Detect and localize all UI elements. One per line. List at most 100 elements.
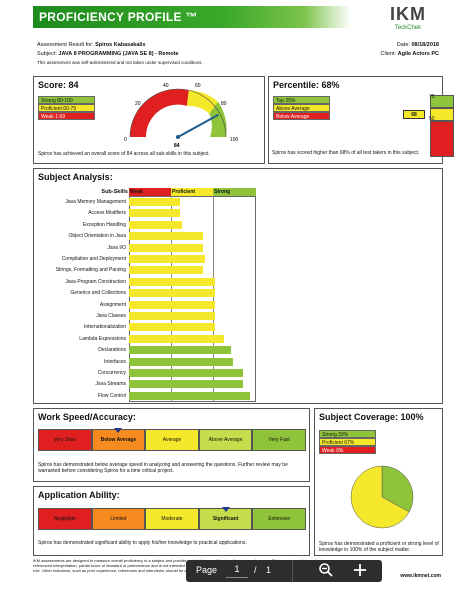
gauge-tick-20: 20 xyxy=(135,101,141,107)
result-for-row: Assessment Result for: Spiros Kabasakali… xyxy=(37,42,146,48)
skill-label: Access Modifiers xyxy=(88,210,126,217)
skill-bar xyxy=(129,369,244,377)
logo-main-text: IKM xyxy=(390,4,426,24)
sub-skills-header: Sub-Skills xyxy=(101,189,128,195)
title-banner: PROFICIENCY PROFILE ™ xyxy=(33,6,351,28)
date-row: Date: 08/18/2018 xyxy=(397,42,439,48)
scale-level: Extensive xyxy=(252,508,306,530)
band-proficient-header: Proficient xyxy=(171,188,213,196)
skill-bar xyxy=(129,312,216,320)
subject-analysis-title: Subject Analysis: xyxy=(38,172,113,182)
logo-sub-text: TeckChek xyxy=(394,25,422,31)
skill-label: Internationalization xyxy=(84,324,126,331)
band-strong-header: Strong xyxy=(213,188,256,196)
skill-bar xyxy=(129,323,216,332)
gauge-weak-arc xyxy=(130,89,189,137)
skill-label: Lambda Expressions xyxy=(79,335,126,342)
zoom-out-button[interactable] xyxy=(318,562,336,580)
percentile-section: Percentile: 68% Top 25% Above Average Be… xyxy=(268,76,454,164)
page-number-input[interactable]: 1 xyxy=(226,564,248,578)
pdf-viewer-toolbar: Page 1 / 1 xyxy=(186,560,382,582)
subject-value: JAVA 8 PROGRAMMING (JAVA SE 8) - Remote xyxy=(58,51,179,57)
percentile-mark-75: 75 xyxy=(429,94,435,100)
client-row: Client: Agile Actors PC xyxy=(381,51,440,57)
assessment-info: Assessment Result for: Spiros Kabasakali… xyxy=(33,40,443,72)
gauge-tick-0: 0 xyxy=(124,137,127,143)
coverage-pie-chart xyxy=(350,465,414,529)
page-label: Page xyxy=(196,565,218,575)
skill-label: Java Classes xyxy=(96,313,126,319)
gauge-hub xyxy=(176,135,180,139)
footer-disclaimer-3: role. Other indicators, such as prior ex… xyxy=(33,568,287,573)
gauge-tick-80: 80 xyxy=(221,101,227,107)
gauge-tick-60: 60 xyxy=(195,83,201,89)
percentile-legend: Top 25% Above Average Below Average xyxy=(273,96,330,120)
work-speed-title: Work Speed/Accuracy: xyxy=(38,412,136,422)
percentile-low-band xyxy=(430,121,454,157)
percentile-top-band xyxy=(430,95,454,108)
candidate-name: Spiros Kabasakalis xyxy=(95,42,146,48)
application-title: Application Ability: xyxy=(38,490,120,500)
skill-label: Generics and Collections xyxy=(70,290,126,297)
percentile-title: Percentile: 68% xyxy=(273,80,340,90)
score-title: Score: 84 xyxy=(38,80,79,90)
scale-level: Limited xyxy=(91,508,146,530)
report-title: PROFICIENCY PROFILE ™ xyxy=(39,10,198,24)
date-label: Date: xyxy=(396,42,410,48)
legend-coverage-weak: Weak 0% xyxy=(319,446,376,454)
skill-label: Interfaces xyxy=(104,358,126,365)
gauge-strong-arc xyxy=(209,101,227,137)
skill-bar xyxy=(129,346,231,355)
legend-proficient: Proficient 60-79 xyxy=(38,104,95,112)
skill-bar xyxy=(129,243,203,252)
scale-level: Moderate xyxy=(145,508,199,530)
footer-website: www.ikmnet.com xyxy=(400,573,441,579)
client-label: Client: xyxy=(380,51,397,57)
score-legend: Strong 80-100 Proficient 60-79 Weak 1-59 xyxy=(38,96,95,120)
skill-bar xyxy=(129,277,216,286)
gauge-value: 84 xyxy=(174,143,180,149)
legend-below-average: Below Average xyxy=(273,112,330,120)
subject-analysis-section: Subject Analysis: Sub-Skills Weak Profic… xyxy=(33,168,443,404)
score-description: Spiros has achieved an overall score of … xyxy=(38,151,210,157)
legend-top-25: Top 25% xyxy=(273,96,330,104)
skill-bar xyxy=(129,357,234,366)
skill-bar xyxy=(129,391,250,400)
coverage-description: Spiros has demonstrated a proficient or … xyxy=(319,541,439,553)
skill-label: Object Orientation in Java xyxy=(68,233,126,240)
application-scale: Negligible Limited Moderate Significant Exte… xyxy=(38,507,306,530)
gauge-outline xyxy=(129,88,227,138)
coverage-legend: Strong 33% Proficient 67% Weak 0% xyxy=(319,430,376,454)
scale-marker xyxy=(114,428,123,433)
footer-disclaimer-1: IKM assessments are designed to measure … xyxy=(33,558,328,563)
scale-level: Above Average xyxy=(198,429,253,451)
page-total: 1 xyxy=(266,565,272,575)
subject-label: Subject: xyxy=(37,51,57,57)
subject-analysis-chart: Java Memory Management Access Modifiers Ex… xyxy=(34,196,294,402)
skill-label: Declarations xyxy=(98,347,126,354)
legend-above-average: Above Average xyxy=(273,104,330,112)
subject-coverage-section: Subject Coverage: 100% Strong 33% Profic… xyxy=(314,408,443,556)
skill-label: Java Memory Management xyxy=(65,199,126,205)
skill-bar xyxy=(129,334,225,343)
percentile-value-marker: 68 xyxy=(403,109,425,119)
skill-label: Concurrency xyxy=(97,370,126,376)
skill-bar xyxy=(129,255,206,263)
ikm-logo: IKM TeckChek xyxy=(382,4,434,36)
report-header: PROFICIENCY PROFILE ™ IKM TeckChek xyxy=(30,0,444,38)
skill-label: Exception Handling xyxy=(82,221,126,228)
scale-level: Negligible xyxy=(38,508,92,530)
result-label: Assessment Result for: xyxy=(37,42,94,48)
subject-coverage-title: Subject Coverage: 100% xyxy=(319,412,424,422)
pie-slice-strong xyxy=(381,465,414,513)
work-speed-section: Work Speed/Accuracy: Very Slow Below Aver… xyxy=(33,408,310,482)
legend-coverage-strong: Strong 33% xyxy=(319,430,376,438)
application-description: Spiros has demonstrated significant abil… xyxy=(38,540,247,546)
skill-label: Java I/O xyxy=(107,244,126,251)
zoom-in-button[interactable] xyxy=(352,562,370,580)
percentile-gauge xyxy=(430,95,455,157)
legend-strong: Strong 80-100 xyxy=(38,96,95,104)
chart-frame xyxy=(129,196,256,402)
chart-divider-1 xyxy=(171,196,172,402)
gauge-proficient-arc xyxy=(186,90,218,114)
